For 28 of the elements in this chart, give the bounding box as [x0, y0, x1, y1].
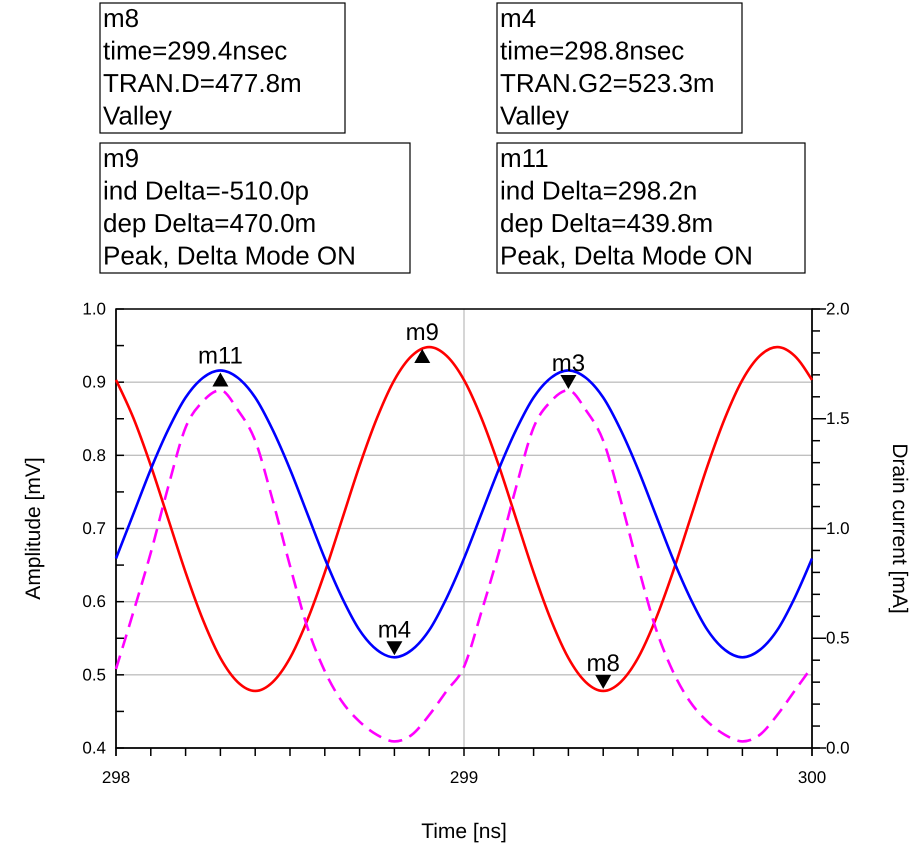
y2-tick-label: 2.0	[826, 299, 850, 318]
y-tick-label: 0.6	[82, 592, 106, 612]
y2-tick-label: 1.0	[826, 518, 850, 538]
y-tick-label: 0.5	[82, 665, 106, 684]
annotation: m4	[378, 616, 412, 644]
y2-tick-label: 0.0	[826, 738, 850, 758]
y2-axis-title: Drain current [mA]	[888, 443, 911, 614]
text: m8 time=299.4nsec TRAN.D=477.8m Valley	[103, 3, 302, 130]
y-tick-label: 1.0	[82, 299, 106, 318]
x-axis-title: Time [ns]	[421, 820, 507, 843]
text: m9 ind Delta=-510.0p dep Delta=470.0m Peak, Delta Mode ON	[103, 143, 356, 270]
x-tick-label: 300	[798, 768, 826, 787]
y-tick-label: 0.4	[82, 738, 106, 758]
y-axis-title: Amplitude [mV]	[22, 457, 45, 600]
annotation: m9	[406, 319, 439, 346]
text: m4 time=298.8nsec TRAN.G2=523.3m Valley	[500, 3, 715, 130]
annotation: m11	[198, 342, 243, 370]
line-series	[114, 346, 814, 692]
x-tick-label: 298	[102, 768, 130, 787]
y2-tick-label: 1.5	[826, 409, 850, 428]
y-tick-label: 0.9	[82, 372, 106, 392]
x-tick-label: 299	[450, 768, 478, 787]
annotation: m3	[552, 350, 586, 377]
y-tick-label: 0.8	[82, 446, 106, 465]
annotation: m8	[586, 650, 620, 677]
text: m11 ind Delta=298.2n dep Delta=439.8m Peak, Delta Mode ON	[500, 143, 753, 270]
y2-tick-label: 0.5	[826, 628, 850, 648]
y-tick-label: 0.7	[82, 518, 106, 538]
